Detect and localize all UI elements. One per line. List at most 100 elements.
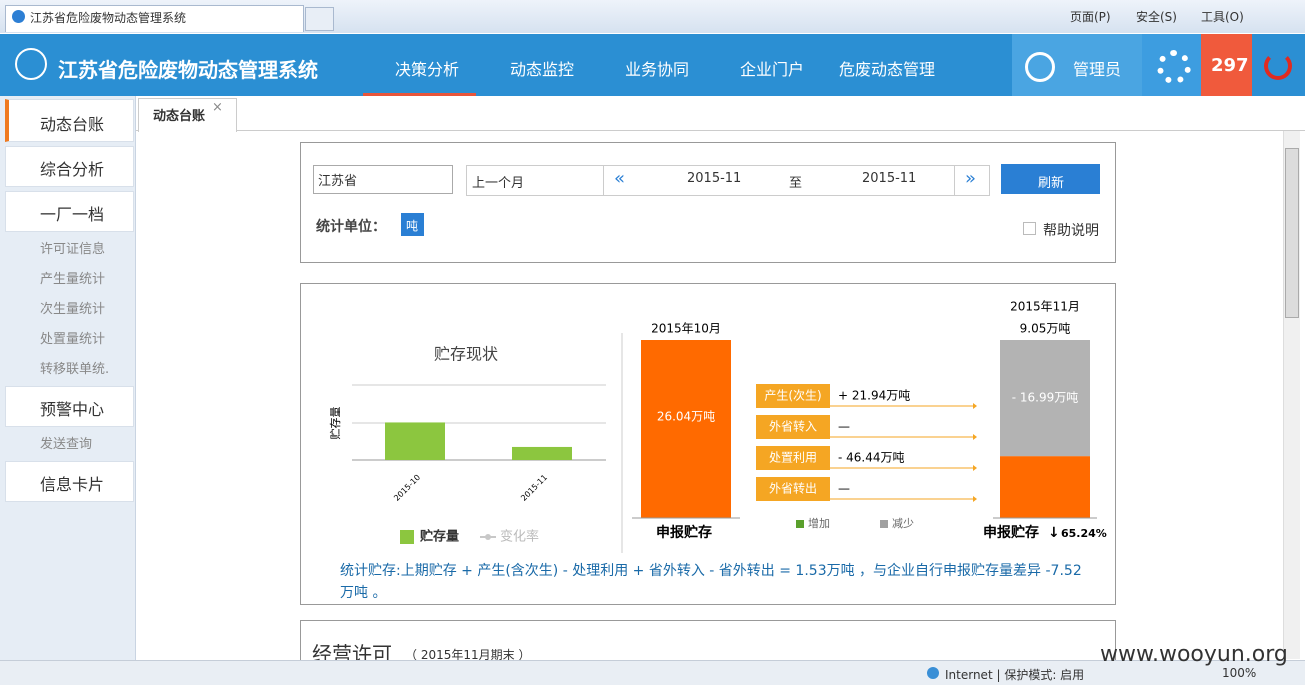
- side-item[interactable]: [5, 146, 134, 187]
- side-item[interactable]: [5, 461, 134, 502]
- bar-total: 9.05万吨: [1020, 322, 1071, 336]
- flow-box: [756, 384, 830, 408]
- unit-badge[interactable]: [401, 213, 424, 236]
- nav-active-underline: [363, 93, 476, 96]
- side-item[interactable]: [5, 191, 134, 232]
- bar: [641, 340, 731, 518]
- globe-icon: [927, 667, 939, 679]
- end-date[interactable]: 2015-11: [862, 171, 917, 186]
- new-tab[interactable]: [305, 7, 334, 31]
- region-select[interactable]: [313, 165, 453, 194]
- period-select[interactable]: [466, 165, 604, 196]
- flow-arrowhead: [973, 496, 977, 502]
- legend-label: 变化率: [500, 529, 539, 545]
- flow-box: [756, 477, 830, 501]
- start-date[interactable]: 2015-11: [687, 171, 742, 186]
- tab-bar: [136, 96, 1305, 131]
- nav-item[interactable]: 动态监控: [509, 60, 575, 79]
- side-item[interactable]: [5, 386, 134, 427]
- x-tick-label: 2015-11: [519, 473, 549, 503]
- side-item[interactable]: [5, 99, 134, 142]
- flow-name: 产生(次生): [764, 389, 821, 403]
- user-icon: [1025, 52, 1055, 82]
- prev-button[interactable]: [603, 165, 955, 196]
- side-label: 综合分析: [40, 160, 105, 179]
- badge-box[interactable]: [1201, 34, 1252, 96]
- flow-name: 外省转入: [769, 419, 817, 434]
- flow-name: 外省转出: [769, 481, 817, 496]
- nav-item[interactable]: 决策分析: [394, 60, 460, 79]
- watermark: www.wooyun.org: [1100, 642, 1288, 667]
- status: Internet | 保护模式: 启用: [945, 668, 1085, 682]
- help[interactable]: 帮助说明: [1043, 223, 1099, 239]
- flow-arrowhead: [973, 403, 977, 409]
- unit: 吨: [406, 219, 419, 233]
- scroll-thumb[interactable]: [1285, 148, 1299, 318]
- x-tick-label: 2015-10: [392, 473, 422, 503]
- bar-date: 2015年11月: [1010, 300, 1080, 314]
- bar-decrease: [1000, 340, 1090, 457]
- legend-marker: [485, 534, 491, 540]
- ie-icon: [12, 10, 25, 23]
- legend-label: 贮存量: [419, 529, 459, 545]
- user-name: 管理员: [1073, 60, 1122, 79]
- section-panel: [300, 620, 1116, 671]
- side-sub[interactable]: 许可证信息: [40, 242, 106, 257]
- next-button[interactable]: [954, 165, 990, 196]
- y-axis-label: 贮存量: [328, 407, 342, 440]
- menu-item[interactable]: 页面(P): [1070, 10, 1111, 24]
- app-title: 江苏省危险废物动态管理系统: [58, 58, 318, 82]
- next[interactable]: »: [965, 168, 977, 189]
- menu-item[interactable]: 安全(S): [1136, 10, 1177, 24]
- side-label: 预警中心: [40, 400, 105, 419]
- side-label: 信息卡片: [40, 475, 105, 494]
- zoom[interactable]: 100%: [1222, 666, 1257, 680]
- flow-arrowhead: [973, 465, 977, 471]
- section-subtitle: （ 2015年11月期末 ）: [405, 648, 531, 662]
- nav-item[interactable]: 危废动态管理: [838, 60, 936, 79]
- side-sub[interactable]: 处置量统计: [40, 332, 106, 347]
- browser-tab[interactable]: [5, 5, 304, 32]
- flow-arrowhead: [973, 434, 977, 440]
- change: 65.24%: [1061, 527, 1107, 540]
- bar-date: 2015年10月: [651, 322, 721, 336]
- unit-label: 统计单位：: [316, 219, 386, 235]
- bar: [1000, 456, 1090, 518]
- refresh-button[interactable]: [1001, 164, 1100, 194]
- bar: [385, 422, 445, 460]
- tab-close[interactable]: ×: [212, 100, 223, 115]
- formula: 统计贮存:上期贮存 + 产生(含次生) - 处理利用 + 省外转入 - 省外转出…: [340, 563, 1082, 601]
- side-label: 动态台账: [40, 115, 105, 134]
- bar-caption: 申报贮存: [983, 524, 1039, 541]
- menu-item[interactable]: 工具(O): [1201, 10, 1244, 24]
- sidebar: [0, 96, 136, 660]
- side-sub[interactable]: 转移联单统.: [40, 362, 110, 377]
- content-tab[interactable]: [138, 98, 237, 132]
- filter-panel: [300, 142, 1116, 263]
- region-value: 江苏省: [318, 174, 358, 189]
- power-icon: [1264, 52, 1292, 80]
- nav-item[interactable]: 业务协同: [624, 60, 690, 79]
- to: 至: [789, 176, 803, 191]
- chart-title: 贮存现状: [434, 345, 498, 364]
- side-sub[interactable]: 产生量统计: [40, 272, 106, 287]
- flow-name: 处置利用: [769, 451, 817, 465]
- period-value: 上一个月: [472, 176, 525, 191]
- bar-caption: 申报贮存: [656, 524, 712, 541]
- side-sub[interactable]: 次生量统计: [40, 302, 106, 317]
- bar-label: 26.04万吨: [657, 410, 715, 424]
- prev[interactable]: «: [614, 168, 626, 189]
- flow-box: [756, 415, 830, 439]
- legend-label: 减少: [892, 517, 914, 530]
- side-sub[interactable]: 发送查询: [40, 437, 93, 452]
- flow-value: —: [838, 420, 850, 434]
- badge: 297: [1211, 55, 1249, 76]
- bar: [512, 446, 572, 460]
- side-label: 一厂一档: [40, 205, 105, 224]
- flow-value: - 46.44万吨: [838, 451, 905, 465]
- nav-item[interactable]: 企业门户: [739, 60, 805, 79]
- gear-icon: [1157, 50, 1191, 84]
- flow-value: —: [838, 482, 850, 496]
